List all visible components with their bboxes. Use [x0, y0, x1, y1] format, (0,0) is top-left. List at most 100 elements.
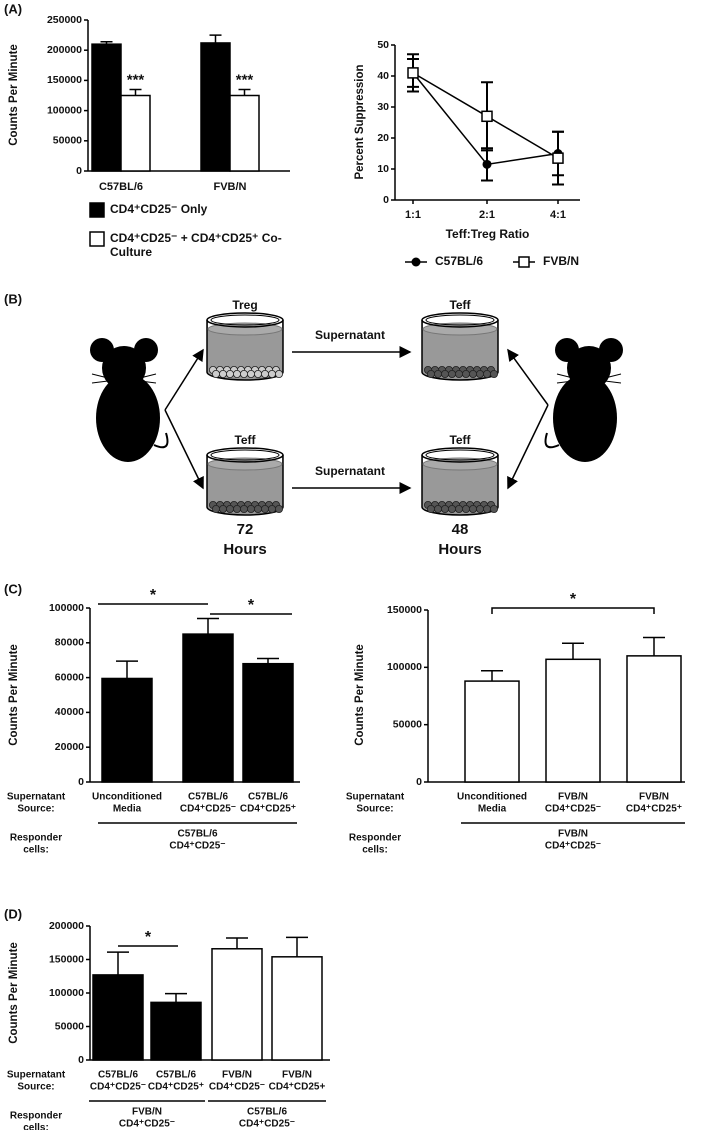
y-tick-label: 150000 — [387, 604, 422, 616]
point — [552, 152, 564, 164]
y-tick-label: 0 — [78, 776, 84, 788]
legend-label: CD4⁺CD25⁻ Only — [110, 202, 208, 216]
y-tick-label: 40000 — [55, 706, 84, 718]
y-tick-label: 200000 — [49, 920, 84, 932]
x-tick-label: 1:1 — [405, 209, 421, 221]
x-tick-label: C57BL/6 — [188, 792, 228, 803]
time-value: 72 — [237, 521, 254, 538]
error-bar — [481, 670, 503, 682]
error-bar — [129, 88, 142, 96]
error-bar — [107, 951, 129, 975]
responder-label: CD4⁺CD25⁻ — [169, 841, 225, 852]
bar — [200, 42, 231, 172]
y-tick-label: 40 — [377, 70, 389, 82]
y-tick-label: 0 — [416, 776, 422, 788]
mouse-body — [96, 374, 160, 462]
cell — [239, 369, 248, 378]
responder-label: CD4⁺CD25⁻ — [545, 841, 601, 852]
row-label: Supernatant — [7, 1070, 66, 1081]
x-tick-label: CD4⁺CD25+ — [269, 1082, 326, 1093]
bar — [120, 94, 151, 172]
row-label: Source: — [356, 804, 393, 815]
row-label: Responder — [349, 833, 401, 844]
y-tick-label: 100000 — [49, 987, 84, 999]
bar — [92, 974, 144, 1061]
cell — [267, 504, 276, 513]
row-label: Source: — [17, 804, 54, 815]
y-tick-label: 20 — [377, 132, 389, 144]
error-bar — [226, 937, 248, 949]
significance-label: * — [570, 591, 577, 608]
x-tick-label: C57BL/6 — [156, 1070, 196, 1081]
responder-label: C57BL/6 — [247, 1107, 287, 1118]
mouse-ear — [555, 338, 579, 362]
cell — [489, 504, 498, 513]
x-tick-label: 2:1 — [479, 209, 495, 221]
y-tick-label: 80000 — [55, 637, 84, 649]
error-bar — [257, 657, 279, 664]
x-tick-label: C57BL/6 — [99, 181, 143, 193]
cell — [274, 504, 283, 513]
cell — [232, 504, 241, 513]
x-tick-label: Media — [113, 804, 142, 815]
time-unit: Hours — [438, 541, 481, 558]
x-tick-label: 4:1 — [550, 209, 566, 221]
cell — [461, 504, 470, 513]
bar — [229, 94, 260, 172]
mouse-body — [553, 374, 617, 462]
cell — [447, 369, 456, 378]
y-tick-label: 10 — [377, 163, 389, 175]
bar — [271, 956, 323, 1061]
error-bar — [116, 660, 138, 679]
cell — [454, 504, 463, 513]
panel-label: (C) — [4, 581, 22, 596]
dish-rim — [421, 312, 499, 328]
mouse-tail — [544, 432, 560, 449]
x-tick-label: FVB/N — [558, 792, 588, 803]
cell — [218, 369, 227, 378]
x-tick-label: CD4⁺CD25⁺ — [626, 804, 682, 815]
panel-label: (D) — [4, 906, 22, 921]
error-bar — [643, 636, 665, 656]
cell — [440, 369, 449, 378]
error-bar — [197, 617, 219, 635]
y-axis-label: Percent Suppression — [354, 64, 366, 179]
x-tick-label: Media — [478, 804, 507, 815]
mouse-ear — [90, 338, 114, 362]
significance-label: *** — [127, 71, 145, 88]
significance-label: *** — [236, 71, 254, 88]
row-label: Supernatant — [7, 792, 66, 803]
x-tick-label: FVB/N — [214, 181, 247, 193]
cell — [489, 369, 498, 378]
responder-label: FVB/N — [132, 1107, 162, 1118]
arrow — [164, 409, 204, 490]
y-tick-label: 150000 — [47, 74, 82, 86]
cell — [426, 369, 435, 378]
y-axis-label: Counts Per Minute — [8, 942, 20, 1044]
cell — [454, 369, 463, 378]
dish-label: Treg — [232, 298, 257, 312]
y-tick-label: 50 — [377, 39, 389, 51]
dish-label: Teff — [449, 433, 471, 447]
mouse-tail — [153, 432, 169, 449]
row-label: Responder — [10, 833, 62, 844]
cell — [232, 369, 241, 378]
arrow-label: Supernatant — [315, 328, 385, 342]
cell — [482, 504, 491, 513]
row-label: cells: — [23, 1123, 49, 1130]
x-tick-label: C57BL/6 — [98, 1070, 138, 1081]
mouse-head — [102, 346, 146, 390]
cell — [253, 369, 262, 378]
x-tick-label: CD4⁺CD25⁻ — [209, 1082, 265, 1093]
cell — [239, 504, 248, 513]
dish-rim — [421, 447, 499, 463]
dish-label: Teff — [234, 433, 256, 447]
cell — [447, 504, 456, 513]
cell — [433, 369, 442, 378]
dish-rim — [206, 312, 284, 328]
mouse-head — [567, 346, 611, 390]
bar — [182, 633, 234, 783]
x-tick-label: C57BL/6 — [248, 792, 288, 803]
